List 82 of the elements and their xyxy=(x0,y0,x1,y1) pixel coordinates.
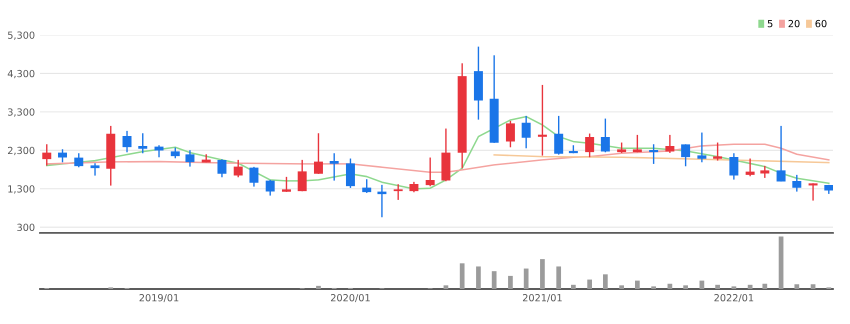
x-tick-label: 2022/01 xyxy=(714,294,754,302)
bar xyxy=(619,285,624,290)
bar xyxy=(492,271,497,290)
candlestick xyxy=(266,180,275,196)
x-tick-label: 2019/01 xyxy=(140,294,178,302)
candlestick xyxy=(170,148,180,158)
candlestick xyxy=(522,116,531,148)
bar xyxy=(748,284,752,290)
candlestick xyxy=(665,134,674,153)
candlestick xyxy=(713,142,722,161)
y-tick-label: 4,300 xyxy=(8,70,34,78)
candlestick xyxy=(585,134,594,158)
candlestick xyxy=(808,183,818,201)
y-tick-label: 300 xyxy=(17,224,34,232)
candlestick xyxy=(554,116,564,155)
candlestick xyxy=(298,160,307,192)
candlestick xyxy=(330,153,339,181)
candlestick xyxy=(792,174,802,192)
bar xyxy=(508,276,513,290)
bar xyxy=(524,268,529,290)
candlestick xyxy=(394,184,403,200)
bar xyxy=(635,280,640,290)
candlestick xyxy=(154,145,164,158)
candlestick xyxy=(217,159,226,178)
bar xyxy=(540,259,545,290)
candlestick xyxy=(729,153,738,180)
legend-label: 5 xyxy=(768,20,772,28)
x-tick-label: 2021/01 xyxy=(522,294,562,302)
y-tick-label: 1,300 xyxy=(8,185,34,194)
bar xyxy=(794,284,800,290)
candlestick xyxy=(362,179,372,193)
candlestick xyxy=(234,160,243,178)
candlestick xyxy=(632,134,642,152)
y-tick-label: 3,300 xyxy=(8,108,34,117)
bar xyxy=(476,266,481,290)
candlestick xyxy=(90,163,100,176)
candlestick xyxy=(58,149,67,162)
bar xyxy=(732,286,736,290)
line-series xyxy=(493,154,830,164)
candlestick xyxy=(617,142,626,153)
candlestick xyxy=(138,133,148,154)
candlestick xyxy=(506,120,515,148)
y-tick-label: 5,300 xyxy=(8,31,34,40)
candlestick xyxy=(377,184,386,218)
candlestick xyxy=(249,166,258,187)
candlestick xyxy=(568,145,578,154)
candlestick xyxy=(600,118,610,152)
line-series xyxy=(46,116,830,190)
bar xyxy=(651,286,656,290)
candlestick xyxy=(42,144,52,166)
candlestick xyxy=(74,153,84,168)
candlestick xyxy=(538,84,547,156)
bar xyxy=(603,274,608,290)
bar xyxy=(556,266,562,290)
candlestick xyxy=(122,130,132,152)
bar xyxy=(762,284,768,290)
bar xyxy=(668,284,672,290)
candlestick xyxy=(746,158,755,176)
bar xyxy=(810,284,816,290)
legend-label: 60 xyxy=(815,20,827,28)
candlestick xyxy=(681,144,690,166)
y-tick-label: 2,300 xyxy=(8,146,34,156)
candlestick xyxy=(346,158,355,188)
bar xyxy=(460,263,465,290)
candlestick xyxy=(697,132,706,162)
candlestick xyxy=(282,176,291,192)
bar xyxy=(700,280,704,290)
candlestick xyxy=(185,150,194,167)
candlestick xyxy=(760,166,770,178)
bar xyxy=(587,280,592,290)
bar xyxy=(778,236,784,290)
bar xyxy=(444,285,448,290)
x-tick-label: 2020/01 xyxy=(330,294,370,302)
candlestick xyxy=(314,133,323,174)
legend-label: 20 xyxy=(788,20,800,28)
bar xyxy=(715,284,720,290)
bar xyxy=(571,284,576,290)
candlestick xyxy=(649,144,658,164)
bar xyxy=(316,286,321,290)
candlestick xyxy=(776,126,786,182)
candlestick xyxy=(426,158,435,186)
bar xyxy=(683,285,688,290)
